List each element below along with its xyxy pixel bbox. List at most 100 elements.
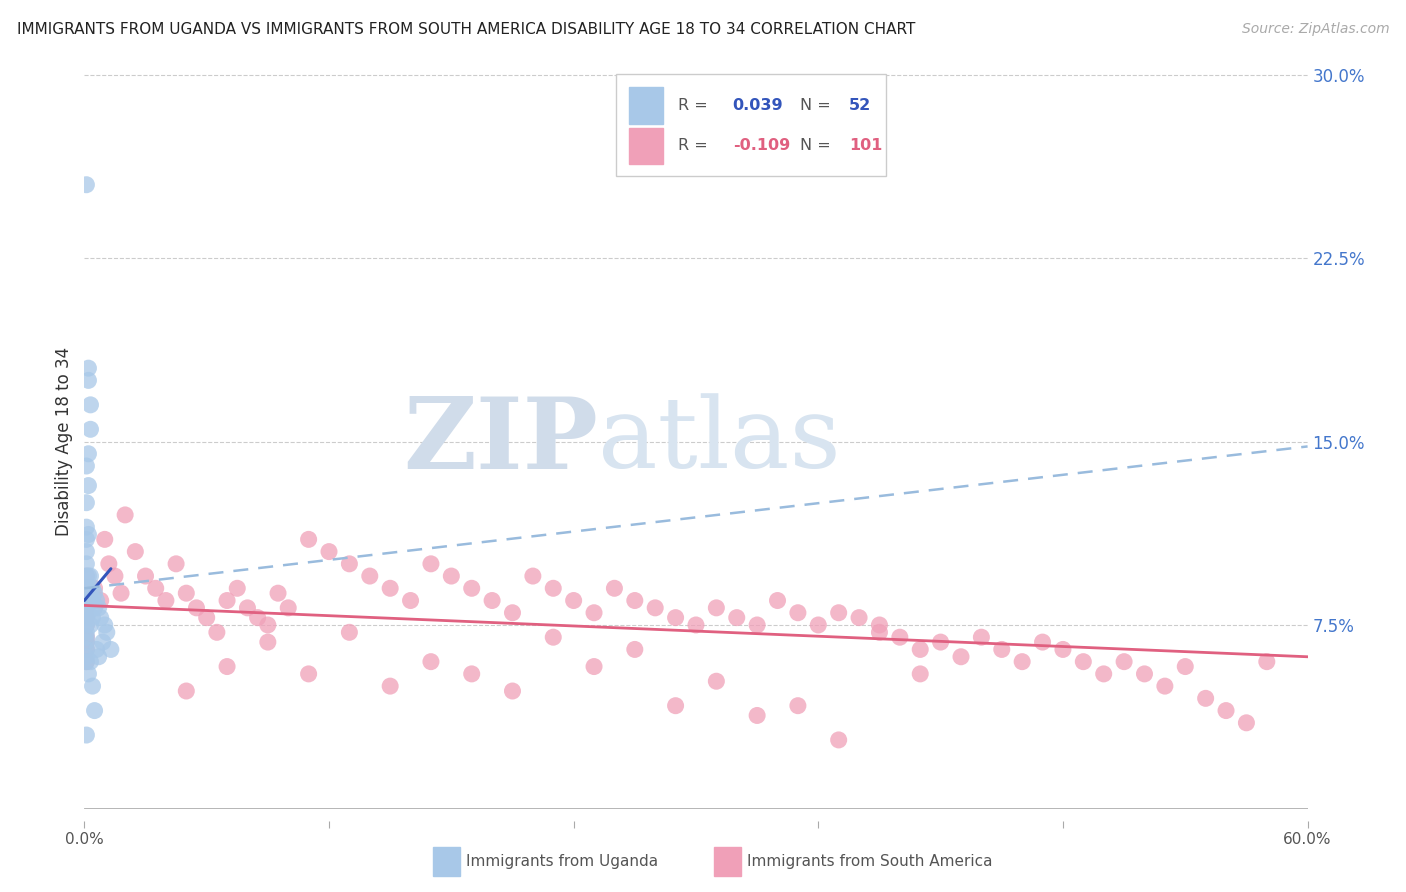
Point	[165, 557, 187, 571]
Point	[75, 600, 97, 615]
Text: 0.039: 0.039	[733, 98, 783, 113]
Point	[79, 593, 101, 607]
Point	[186, 600, 208, 615]
Point	[543, 630, 565, 644]
Text: IMMIGRANTS FROM UGANDA VS IMMIGRANTS FROM SOUTH AMERICA DISABILITY AGE 18 TO 34 : IMMIGRANTS FROM UGANDA VS IMMIGRANTS FRO…	[17, 22, 915, 37]
Point	[481, 593, 503, 607]
Point	[929, 635, 952, 649]
Point	[79, 569, 101, 583]
Point	[522, 569, 544, 583]
Point	[797, 141, 820, 155]
Point	[461, 582, 484, 596]
Point	[75, 569, 97, 583]
Point	[91, 635, 114, 649]
Point	[75, 655, 97, 669]
Point	[75, 618, 97, 632]
Point	[991, 642, 1014, 657]
Text: atlas: atlas	[598, 393, 841, 490]
Point	[86, 642, 108, 657]
Point	[82, 610, 104, 624]
Point	[75, 630, 97, 644]
Point	[90, 610, 112, 624]
Text: Source: ZipAtlas.com: Source: ZipAtlas.com	[1241, 22, 1389, 37]
Point	[685, 618, 707, 632]
Point	[79, 618, 101, 632]
Point	[75, 635, 97, 649]
Text: ZIP: ZIP	[404, 393, 598, 490]
Point	[75, 569, 97, 583]
Point	[75, 178, 97, 192]
Point	[114, 508, 136, 522]
Point	[79, 422, 101, 436]
Text: 101: 101	[849, 138, 882, 153]
Point	[787, 698, 810, 713]
Point	[1073, 655, 1095, 669]
Point	[93, 618, 115, 632]
Point	[1032, 635, 1054, 649]
Point	[1092, 666, 1115, 681]
Point	[766, 593, 789, 607]
Point	[1052, 642, 1074, 657]
Bar	[628, 128, 664, 164]
Point	[135, 569, 157, 583]
Point	[502, 606, 524, 620]
Point	[86, 593, 108, 607]
Point	[75, 642, 97, 657]
Point	[267, 586, 290, 600]
Point	[226, 582, 249, 596]
Point	[75, 593, 97, 607]
Point	[1174, 659, 1197, 673]
Point	[339, 557, 361, 571]
Point	[77, 582, 100, 596]
Point	[624, 642, 647, 657]
Point	[96, 625, 118, 640]
Point	[1236, 715, 1258, 730]
Point	[665, 610, 688, 624]
FancyBboxPatch shape	[616, 74, 886, 177]
Point	[104, 569, 127, 583]
Point	[787, 606, 810, 620]
Point	[83, 582, 105, 596]
Point	[75, 618, 97, 632]
Bar	[628, 87, 664, 124]
Point	[77, 373, 100, 387]
Point	[706, 600, 728, 615]
Point	[90, 593, 112, 607]
Point	[79, 655, 101, 669]
Point	[77, 447, 100, 461]
Point	[1256, 655, 1278, 669]
Point	[124, 544, 146, 558]
Text: Immigrants from South America: Immigrants from South America	[748, 854, 993, 869]
Point	[298, 666, 321, 681]
Text: Immigrants from Uganda: Immigrants from Uganda	[465, 854, 658, 869]
Text: N =: N =	[800, 138, 835, 153]
Point	[644, 600, 666, 615]
Point	[1011, 655, 1033, 669]
Text: R =: R =	[678, 98, 713, 113]
Point	[1114, 655, 1136, 669]
Point	[75, 533, 97, 547]
Point	[1154, 679, 1177, 693]
Point	[75, 649, 97, 664]
Point	[79, 398, 101, 412]
Point	[75, 610, 97, 624]
Point	[399, 593, 422, 607]
Point	[77, 569, 100, 583]
Point	[747, 708, 769, 723]
Point	[339, 625, 361, 640]
Point	[82, 679, 104, 693]
Point	[83, 704, 105, 718]
Point	[420, 655, 443, 669]
Point	[174, 586, 197, 600]
Point	[75, 606, 97, 620]
Text: R =: R =	[678, 138, 713, 153]
Point	[1215, 704, 1237, 718]
Point	[75, 635, 97, 649]
Point	[155, 593, 177, 607]
Point	[75, 582, 97, 596]
Point	[75, 630, 97, 644]
Point	[77, 361, 100, 376]
Point	[747, 618, 769, 632]
Point	[562, 593, 585, 607]
Point	[100, 642, 122, 657]
